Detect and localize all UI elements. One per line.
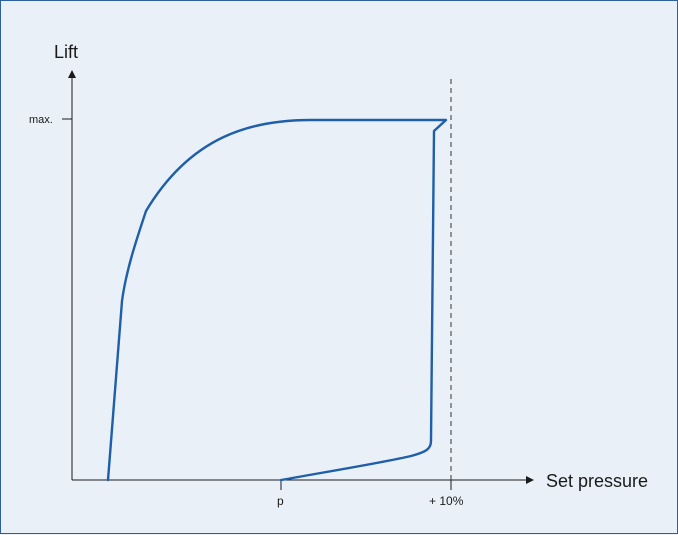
x-axis-label: Set pressure <box>546 471 648 491</box>
y-tick-label-max: max. <box>29 114 53 126</box>
x-tick-label-p: p <box>277 494 284 508</box>
y-axis-label: Lift <box>54 42 78 62</box>
x-tick-label-ten-percent: + 10% <box>429 494 464 508</box>
lift-curve <box>106 118 448 482</box>
